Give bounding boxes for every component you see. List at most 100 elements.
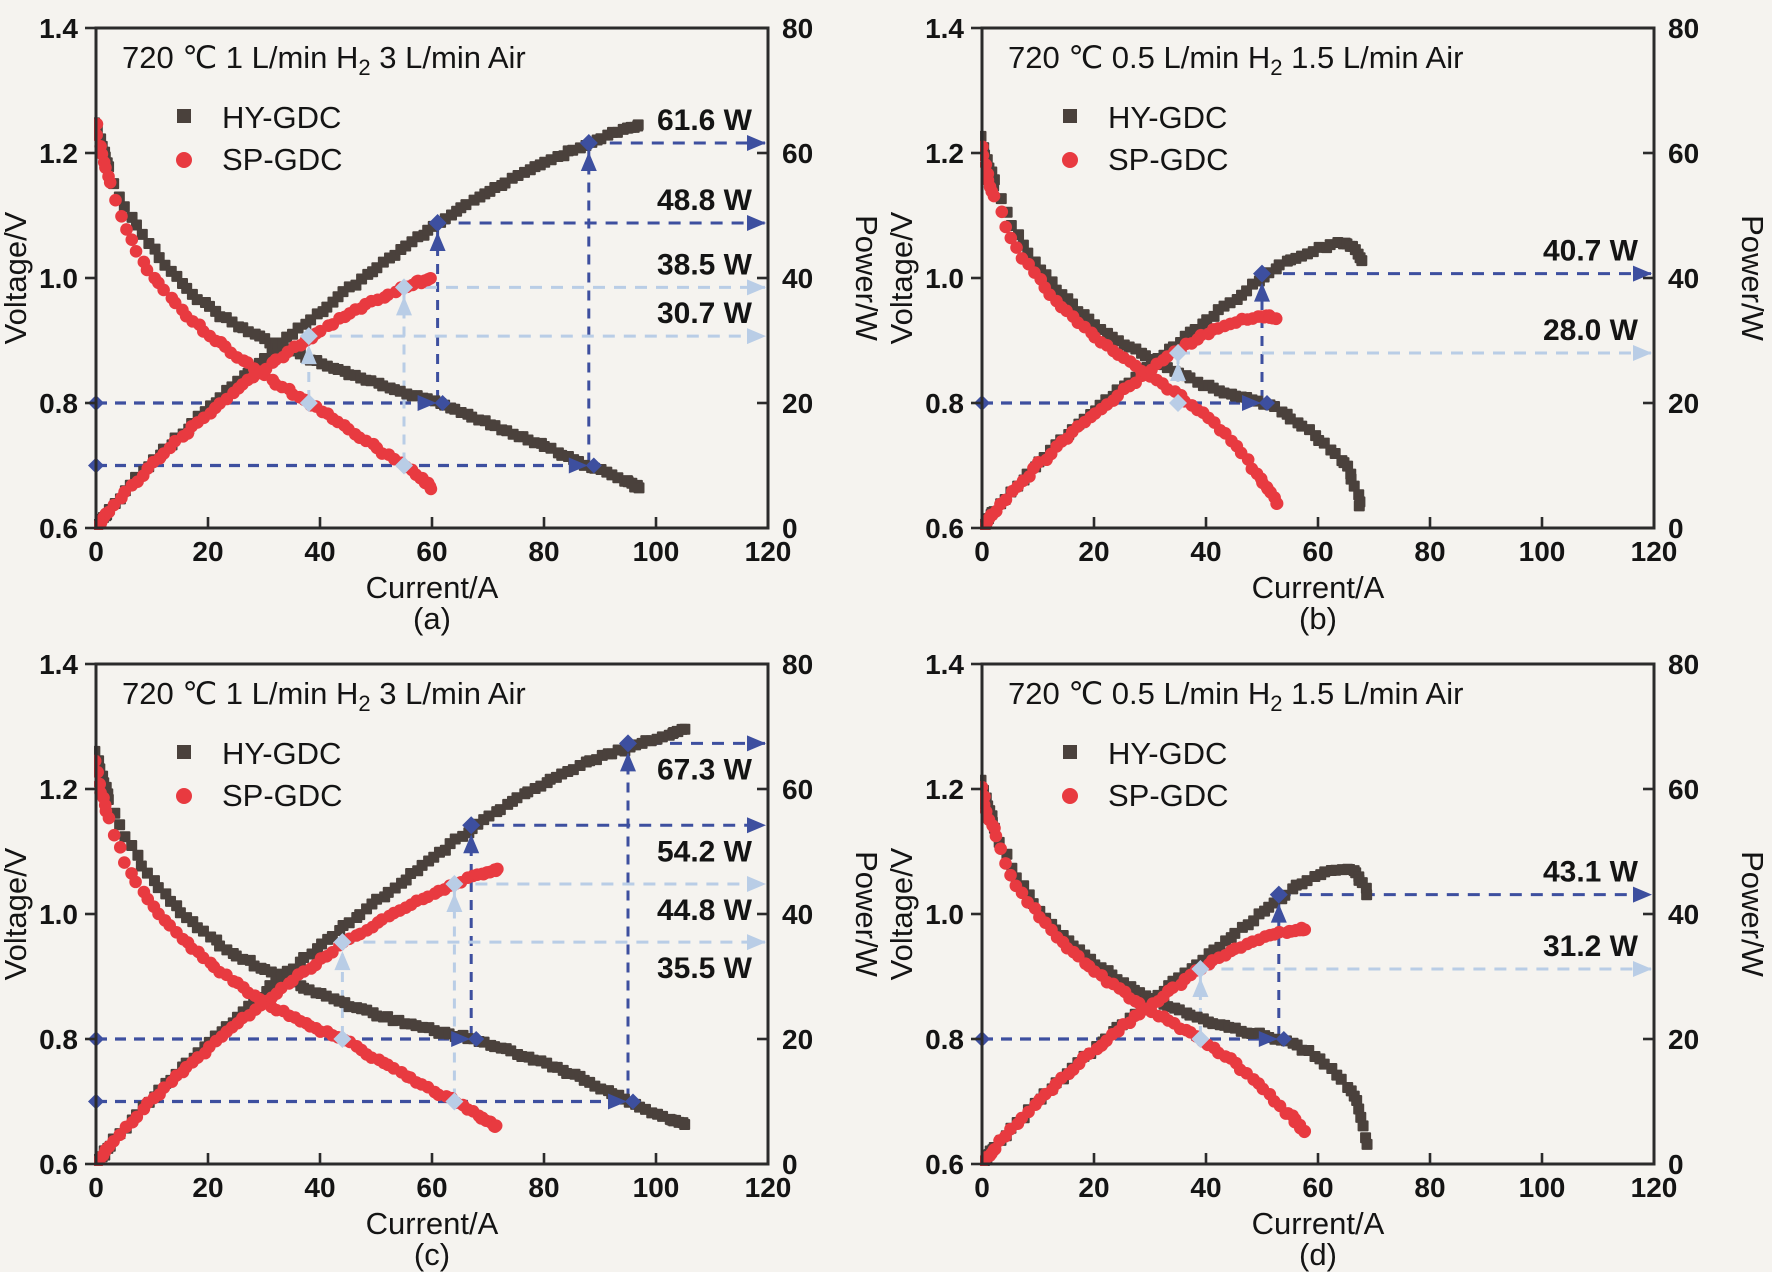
panel-title: 720 ℃ 0.5 L/min H2 1.5 L/min Air (1008, 676, 1463, 716)
y-left-tick-label: 0.6 (39, 513, 78, 544)
y-left-tick-label: 1.2 (925, 138, 964, 169)
iv-intersection-diamond (445, 1092, 464, 1111)
y-left-tick-label: 1.2 (39, 774, 78, 805)
y-right-tick-label: 60 (1668, 774, 1699, 805)
x-tick-label: 100 (1519, 536, 1566, 567)
x-tick-label: 20 (1078, 1172, 1109, 1203)
y-right-tick-label: 40 (782, 263, 813, 294)
legend-marker-sp-circle-icon (1062, 152, 1078, 168)
x-tick-label: 40 (304, 536, 335, 567)
x-tick-label: 120 (1631, 536, 1678, 567)
x-tick-label: 120 (745, 1172, 792, 1203)
legend-label-hy: HY-GDC (222, 736, 341, 771)
power-point-diamond (445, 875, 464, 893)
power-point-diamond (579, 134, 598, 152)
iv-intersection-diamond (1191, 1030, 1210, 1048)
x-tick-label: 40 (304, 1172, 335, 1203)
iv-intersection-diamond (434, 395, 451, 411)
legend-marker-hy-square-icon (177, 745, 191, 759)
power-point-diamond (395, 278, 413, 297)
annotations-layer: 43.1 W 31.2 W (974, 856, 1652, 1048)
y-right-tick-label: 60 (782, 774, 813, 805)
y-right-tick-label: 0 (1668, 1149, 1684, 1180)
y-left-tick-label: 0.8 (925, 1024, 964, 1055)
legend: HY-GDC SP-GDC (176, 100, 343, 177)
y-right-tick-label: 0 (1668, 513, 1684, 544)
panel-caption: (c) (414, 1237, 450, 1272)
power-up-arrow (1170, 362, 1186, 381)
panel-background (0, 0, 886, 636)
iv-intersection-diamond (333, 1030, 352, 1048)
power-axis-arrow (747, 934, 766, 951)
iv-intersection-diamond (1169, 394, 1187, 412)
power-point-diamond (333, 933, 352, 952)
y-right-axis-title: Power/W (849, 215, 884, 341)
iv-intersection-arrow (1242, 395, 1261, 411)
y-left-tick-label: 0.6 (925, 513, 964, 544)
x-tick-label: 20 (1078, 536, 1109, 567)
x-tick-label: 60 (416, 536, 447, 567)
panel-b: 40.7 W 28.0 W 0 20 40 60 80 100 120 0.6 0.8 1.0 1.2 1… (886, 0, 1772, 636)
iv-intersection-arrow (568, 457, 588, 474)
x-tick-label: 120 (1631, 1172, 1678, 1203)
x-tick-label: 20 (192, 1172, 223, 1203)
panel-d-chart: 43.1 W 31.2 W 0 20 40 60 80 100 120 0.6 0.8 1.0 1.2 1… (886, 636, 1772, 1272)
y-right-tick-label: 20 (1668, 388, 1699, 419)
y-left-tick-label: 0.6 (39, 1149, 78, 1180)
y-right-axis-title: Power/W (849, 851, 884, 977)
axes-layer: 0 20 40 60 80 100 120 0.6 0.8 1.0 1.2 1.4 0 20 40 60 80 C… (0, 13, 884, 636)
legend-label-sp: SP-GDC (1108, 142, 1229, 177)
power-up-arrow (1270, 903, 1287, 923)
legend-label-hy: HY-GDC (1108, 100, 1227, 135)
power-up-arrow (620, 752, 636, 772)
power-annotation-label: 43.1 W (1543, 856, 1639, 889)
y-left-axis-title: Voltage/V (886, 847, 919, 980)
panel-title: 720 ℃ 0.5 L/min H2 1.5 L/min Air (1008, 40, 1463, 80)
power-point-diamond (1253, 264, 1271, 283)
power-up-arrow (300, 345, 317, 365)
x-tick-label: 40 (1190, 536, 1221, 567)
power-axis-arrow (747, 735, 766, 752)
power-axis-arrow (1633, 886, 1652, 903)
y-right-tick-label: 60 (1668, 138, 1699, 169)
panel-c: 67.3 W 54.2 W 44.8 W 35.5 W 0 20 40 60 80 100 120 0… (0, 636, 886, 1272)
power-point-diamond (299, 327, 318, 346)
x-tick-label: 80 (1414, 536, 1445, 567)
power-up-arrow (334, 951, 351, 971)
y-right-tick-label: 40 (782, 899, 813, 930)
panel-caption: (a) (413, 601, 451, 636)
legend: HY-GDC SP-GDC (1062, 736, 1229, 813)
legend-marker-hy-square-icon (1063, 109, 1077, 123)
y-right-tick-label: 0 (782, 1149, 798, 1180)
power-annotation-label: 28.0 W (1543, 314, 1639, 347)
legend-marker-hy-square-icon (177, 109, 191, 123)
legend-marker-sp-circle-icon (1062, 788, 1078, 804)
y-left-axis-title: Voltage/V (0, 211, 33, 344)
power-annotation-label: 61.6 W (657, 104, 753, 137)
y-right-tick-label: 60 (782, 138, 813, 169)
power-annotation-label: 54.2 W (657, 835, 753, 868)
power-annotation-label: 44.8 W (657, 894, 753, 927)
y-right-tick-label: 80 (782, 649, 813, 680)
panel-caption: (d) (1299, 1237, 1337, 1272)
y-left-tick-label: 1.2 (39, 138, 78, 169)
y-left-tick-label: 1.0 (39, 899, 78, 930)
legend-marker-hy-square-icon (1063, 745, 1077, 759)
legend-label-sp: SP-GDC (222, 778, 343, 813)
y-left-tick-label: 1.0 (39, 263, 78, 294)
y-left-tick-label: 0.6 (925, 1149, 964, 1180)
guide-lines-layer (96, 141, 765, 468)
axes-layer: 0 20 40 60 80 100 120 0.6 0.8 1.0 1.2 1.4 0 20 40 60 80 C… (886, 649, 1770, 1272)
iv-intersection-diamond (395, 456, 413, 475)
panel-caption: (b) (1299, 601, 1337, 636)
power-annotation-label: 38.5 W (657, 248, 753, 281)
y-left-tick-label: 0.8 (39, 388, 78, 419)
iv-intersection-diamond (1259, 395, 1275, 411)
x-tick-label: 60 (1302, 1172, 1333, 1203)
y-left-tick-label: 0.8 (925, 388, 964, 419)
annotations-layer: 40.7 W 28.0 W (974, 235, 1652, 412)
y-right-tick-label: 40 (1668, 263, 1699, 294)
iv-intersection-diamond (585, 457, 602, 474)
iv-intersection-diamond (1275, 1031, 1292, 1047)
